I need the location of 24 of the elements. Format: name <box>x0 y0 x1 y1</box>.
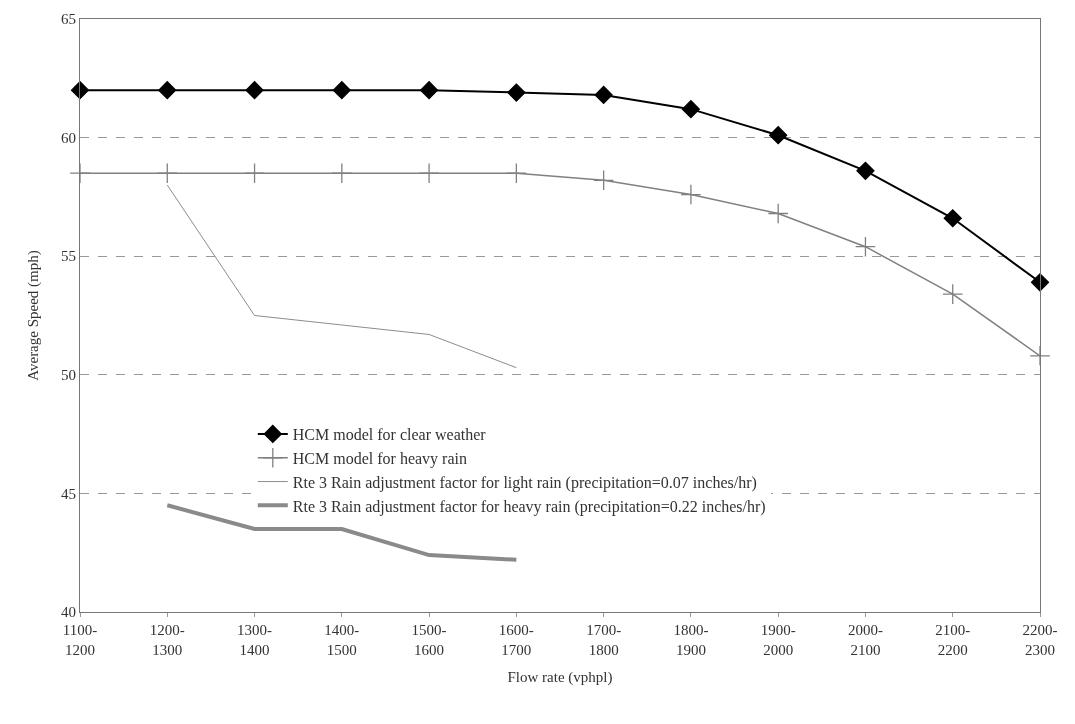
x-tick-label: 2200-2300 <box>1022 622 1058 658</box>
x-tick-label: 1800-1900 <box>673 622 709 658</box>
x-tick-label: 1100-1200 <box>62 622 98 658</box>
x-tick-label: 1700-1800 <box>586 622 622 658</box>
legend-label: HCM model for heavy rain <box>292 449 467 468</box>
y-tick-label: 45 <box>61 485 76 502</box>
x-tick-label: 1200-1300 <box>149 622 185 658</box>
x-tick-label: 1300-1400 <box>237 622 273 658</box>
legend-label: HCM model for clear weather <box>292 426 487 444</box>
y-axis-title: Average Speed (mph) <box>25 250 43 381</box>
y-tick-label: 40 <box>61 604 76 621</box>
y-tick-label: 50 <box>61 367 76 384</box>
x-axis-title: Flow rate (vphpl) <box>507 668 613 686</box>
y-tick-label: 60 <box>61 129 76 146</box>
x-tick-label: 1400-1500 <box>324 622 360 658</box>
x-tick-label: 1900-2000 <box>760 622 796 658</box>
x-tick-label: 2100-2200 <box>935 622 971 658</box>
x-tick-label: 2000-2100 <box>847 622 883 658</box>
legend-label: Rte 3 Rain adjustment factor for heavy rain (precipitation=0.22 inches/hr) <box>292 497 766 516</box>
x-tick-label: 1600-1700 <box>498 622 534 658</box>
y-tick-label: 55 <box>61 248 76 265</box>
x-tick-label: 1500-1600 <box>411 622 447 658</box>
legend-label: Rte 3 Rain adjustment factor for light rain (precipitation=0.07 inches/hr) <box>292 473 757 492</box>
y-tick-label: 65 <box>61 11 76 28</box>
